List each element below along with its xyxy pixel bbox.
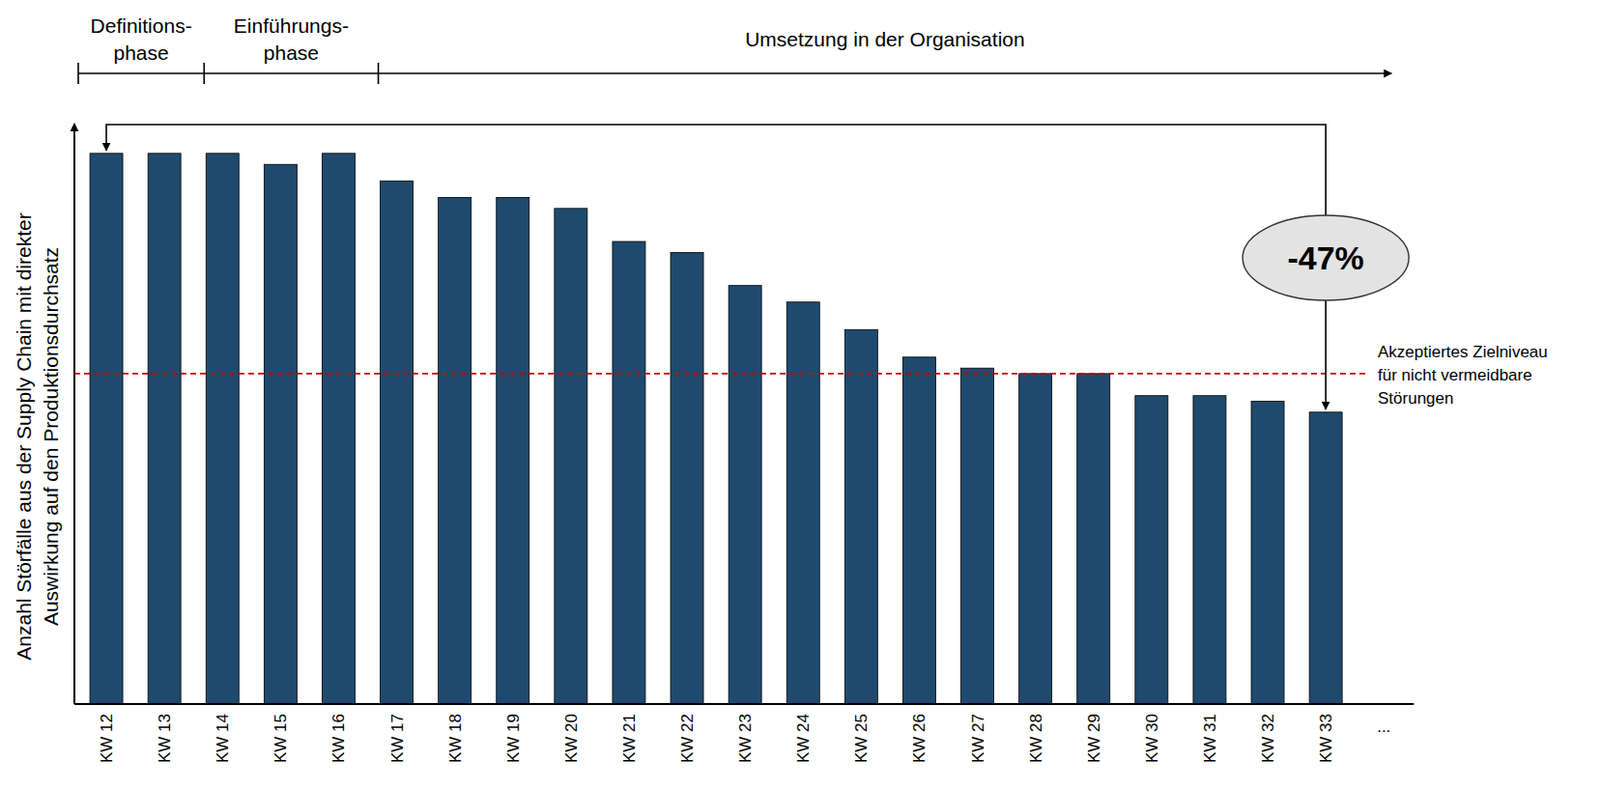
reference-label: für nicht vermeidbare (1377, 366, 1533, 385)
x-tick-label: KW 17 (388, 714, 407, 764)
change-bubble (1242, 215, 1409, 301)
y-axis (73, 123, 76, 705)
x-tick-label: KW 13 (155, 714, 174, 764)
x-tick-label: KW 14 (213, 714, 232, 764)
x-tick-label: KW 31 (1200, 714, 1220, 764)
chart-root: KW 12 KW 13 KW 14 KW 15 KW 16 KW 17 KW 18 KW 19… (0, 0, 1600, 789)
reference-label: Störungen (1377, 389, 1454, 408)
phase-tick (77, 62, 80, 85)
x-tick-label: KW 29 (1085, 714, 1104, 764)
bar (1193, 396, 1227, 705)
bar (902, 357, 936, 705)
x-tick-label: KW 30 (1142, 714, 1162, 764)
phase-line (78, 72, 1392, 75)
bar (147, 153, 181, 705)
bar (728, 285, 762, 705)
change-arrow (1324, 300, 1327, 410)
bar (1077, 373, 1111, 705)
phase-label: Definitions- (90, 14, 193, 37)
bar (612, 241, 646, 705)
phase-label: phase (263, 41, 319, 64)
x-axis (74, 703, 1414, 706)
bar (670, 252, 704, 705)
phase-label: Einführungs- (233, 14, 349, 37)
x-tick-label: KW 23 (736, 714, 755, 764)
x-tick-label: KW 28 (1027, 714, 1046, 764)
x-tick-label: KW 18 (446, 714, 465, 764)
bar (1019, 373, 1053, 705)
change-bracket (106, 124, 1326, 216)
bar (438, 197, 472, 705)
phase-label: Umsetzung in der Organisation (744, 28, 1025, 51)
x-tick-label: KW 27 (969, 714, 988, 764)
bar (205, 153, 239, 705)
bar (321, 153, 355, 705)
x-tick-label: KW 15 (271, 714, 290, 764)
phase-tick (202, 62, 205, 85)
y-axis-label: Anzahl Störfälle aus der Supply Chain mi… (12, 212, 35, 660)
x-tick-label: KW 32 (1258, 714, 1278, 764)
y-axis-label: Auswirkung auf den Produktionsdurchsatz (39, 247, 62, 627)
x-tick-label: ... (1376, 717, 1391, 737)
bar (1135, 396, 1169, 705)
x-tick-label: KW 26 (910, 714, 929, 764)
chart: KW 12 KW 13 KW 14 KW 15 KW 16 KW 17 KW 18 KW 19… (0, 0, 1600, 789)
reference-label: Akzeptiertes Zielniveau (1377, 342, 1548, 362)
bar (496, 197, 530, 705)
reference-line (74, 372, 1368, 375)
bar (786, 302, 820, 705)
x-tick-label: KW 33 (1316, 714, 1336, 764)
bar (263, 164, 297, 705)
x-tick-label: KW 25 (852, 714, 871, 764)
x-tick-label: KW 19 (504, 714, 523, 764)
x-tick-label: KW 12 (97, 714, 116, 764)
bar (844, 329, 878, 705)
x-tick-label: KW 24 (794, 714, 813, 764)
bar (1309, 412, 1343, 705)
bar (89, 153, 123, 705)
x-tick-label: KW 16 (329, 714, 348, 764)
phase-label: phase (114, 41, 170, 64)
bar (380, 180, 414, 705)
bar (1251, 400, 1285, 705)
bar (961, 368, 995, 705)
x-tick-label: KW 20 (562, 714, 581, 764)
phase-tick (377, 62, 380, 85)
bars (89, 153, 1343, 705)
x-tick-label: KW 22 (678, 714, 697, 764)
x-tick-label: KW 21 (620, 714, 639, 764)
bar (554, 208, 588, 705)
change-label: -47% (1286, 239, 1364, 277)
